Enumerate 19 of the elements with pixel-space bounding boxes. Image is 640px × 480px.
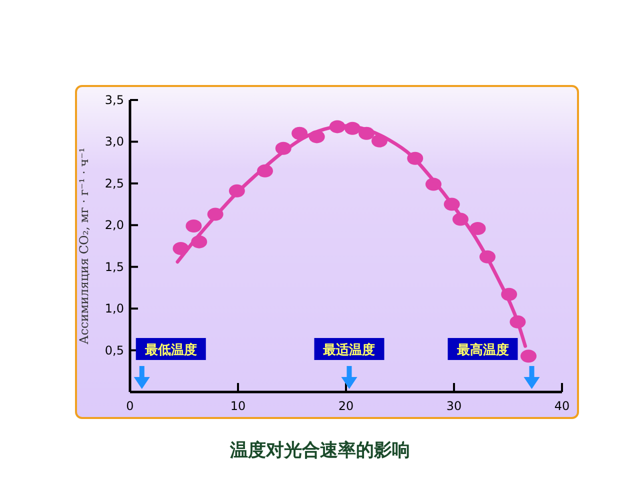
annotation: 最高温度: [456, 342, 509, 358]
point: [520, 350, 537, 363]
y-tick-label: 2,5: [104, 176, 124, 190]
x-tick-label: 0: [126, 399, 134, 413]
point: [186, 219, 202, 232]
x-tick-label: 20: [338, 399, 354, 413]
y-axis-title: Ассимиляция CO₂, мг · г⁻¹ · ч⁻¹: [77, 148, 91, 344]
y-tick-label: 1,5: [104, 260, 124, 274]
annotation: 最适温度: [322, 342, 376, 358]
text: 温度对光合速率的影响: [229, 440, 410, 461]
x-tick-label: 10: [230, 399, 246, 413]
y-tick-label: 3,5: [104, 93, 124, 107]
x-tick-label: 40: [554, 399, 570, 413]
annotation: 最低温度: [144, 342, 197, 358]
y-tick-label: 3,0: [104, 134, 124, 149]
y-tick-label: 2,0: [104, 218, 124, 232]
y-tick-label: 1,0: [104, 302, 124, 316]
y-tick-label: 0,5: [104, 343, 124, 358]
x-tick-label: 30: [446, 399, 462, 413]
